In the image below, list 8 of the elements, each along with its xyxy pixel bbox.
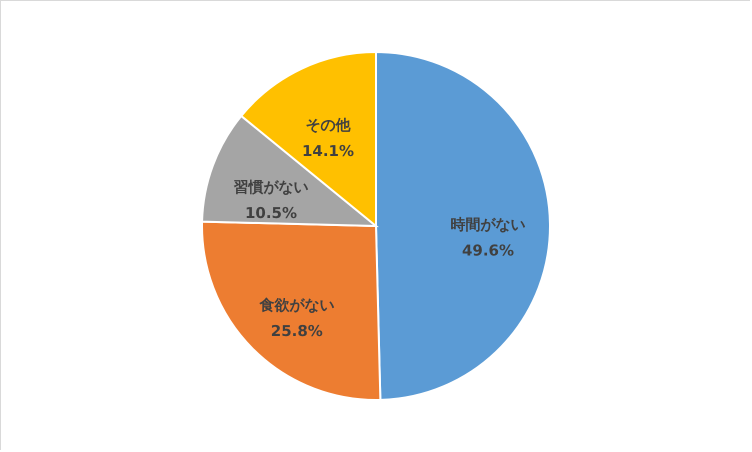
slice-label: 習慣がない [233, 178, 308, 196]
slice-label: その他 [305, 116, 352, 134]
data-label: 10.5% [244, 204, 298, 222]
data-label: 14.1% [302, 142, 354, 160]
data-label: 25.8% [270, 322, 323, 340]
slice-label: 時間がない [450, 216, 526, 234]
data-label: 49.6% [462, 242, 514, 260]
slice-label: 食欲がない [258, 296, 334, 314]
